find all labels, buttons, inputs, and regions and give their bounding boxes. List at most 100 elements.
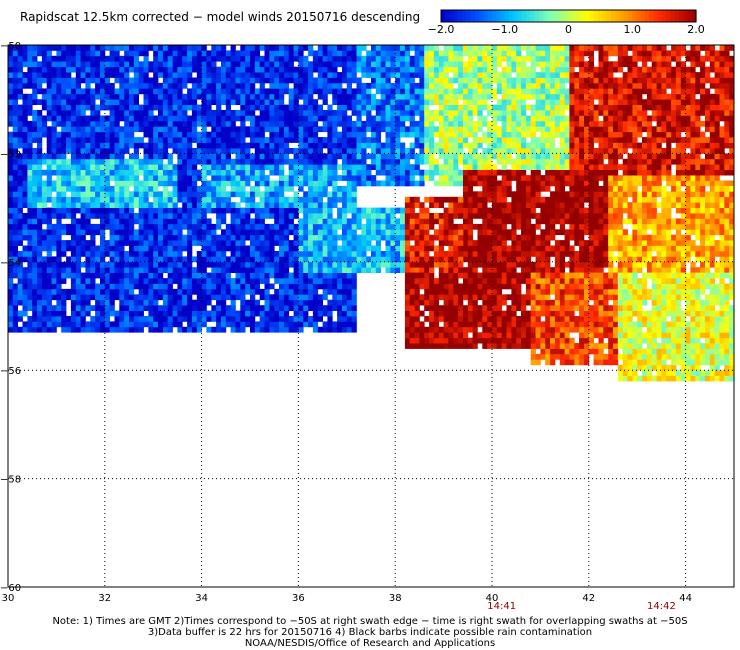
heatmap-cell — [90, 55, 96, 62]
heatmap-cell — [201, 185, 207, 192]
heatmap-cell — [608, 82, 614, 89]
heatmap-cell — [351, 77, 357, 84]
heatmap-cell — [259, 213, 265, 219]
heatmap-cell — [138, 316, 144, 322]
heatmap-cell — [167, 88, 173, 95]
heatmap-cell — [554, 82, 561, 89]
heatmap-cell — [225, 61, 231, 68]
heatmap-cell — [559, 55, 565, 62]
heatmap-cell — [327, 196, 333, 203]
heatmap-cell — [225, 120, 231, 127]
heatmap-cell — [187, 245, 193, 252]
heatmap-cell — [516, 120, 522, 127]
heatmap-cell — [312, 245, 319, 252]
heatmap-cell — [250, 164, 256, 170]
heatmap-cell — [492, 88, 498, 95]
heatmap-cell — [216, 261, 222, 268]
heatmap-cell — [516, 93, 522, 100]
heatmap-cell — [356, 131, 362, 138]
heatmap-cell — [400, 267, 406, 273]
heatmap-cell — [472, 137, 478, 143]
heatmap-cell — [492, 126, 498, 133]
heatmap-cell — [438, 153, 444, 160]
heatmap-cell — [80, 72, 86, 78]
heatmap-cell — [603, 72, 609, 78]
heatmap-cell — [390, 164, 396, 170]
heatmap-cell — [80, 229, 86, 236]
heatmap-cell — [153, 321, 159, 328]
heatmap-cell — [250, 326, 256, 333]
heatmap-cell — [100, 77, 106, 84]
heatmap-cell — [371, 66, 377, 73]
heatmap-cell — [46, 93, 52, 100]
heatmap-cell — [46, 158, 52, 165]
heatmap-cell — [264, 66, 270, 73]
heatmap-cell — [235, 180, 241, 187]
heatmap-cell — [80, 153, 86, 160]
heatmap-cell — [250, 99, 256, 105]
heatmap-cell — [308, 88, 314, 95]
heatmap-cell — [41, 213, 48, 219]
heatmap-cell — [458, 175, 464, 181]
heatmap-cell — [511, 77, 517, 84]
heatmap-cell — [250, 66, 256, 73]
heatmap-cell — [177, 229, 183, 236]
heatmap-cell — [283, 104, 290, 111]
heatmap-cell — [124, 82, 130, 89]
heatmap-cell — [221, 261, 227, 268]
heatmap-cell — [342, 137, 348, 143]
heatmap-cell — [317, 115, 323, 122]
heatmap-cell — [506, 131, 512, 138]
heatmap-cell — [187, 267, 193, 273]
heatmap-cell — [288, 321, 294, 328]
heatmap-cell — [477, 175, 483, 181]
heatmap-cell — [554, 126, 561, 133]
heatmap-cell — [298, 305, 304, 311]
heatmap-cell — [56, 82, 62, 89]
heatmap-cell — [61, 131, 67, 138]
heatmap-cell — [196, 251, 202, 257]
heatmap-cell — [438, 66, 444, 73]
heatmap-cell — [380, 234, 386, 241]
heatmap-cell — [351, 321, 357, 328]
heatmap-cell — [41, 234, 48, 241]
heatmap-cell — [351, 213, 357, 219]
heatmap-cell — [312, 305, 319, 311]
heatmap-cell — [274, 185, 280, 192]
heatmap-cell — [259, 126, 265, 133]
heatmap-cell — [143, 66, 149, 73]
heatmap-cell — [327, 213, 333, 219]
heatmap-cell — [433, 88, 440, 95]
heatmap-cell — [254, 185, 260, 192]
heatmap-cell — [264, 207, 270, 214]
heatmap-cell — [17, 120, 23, 127]
heatmap-cell — [100, 288, 106, 295]
heatmap-cell — [395, 126, 401, 133]
heatmap-cell — [158, 261, 164, 268]
heatmap-cell — [342, 223, 348, 230]
heatmap-cell — [433, 55, 440, 62]
heatmap-cell — [429, 153, 435, 160]
heatmap-cell — [303, 93, 309, 100]
heatmap-cell — [438, 77, 444, 84]
heatmap-cell — [196, 66, 202, 73]
heatmap-cell — [327, 326, 333, 333]
heatmap-cell — [70, 120, 77, 127]
heatmap-cell — [95, 299, 101, 306]
heatmap-cell — [259, 288, 265, 295]
heatmap-cell — [375, 142, 381, 149]
heatmap-cell — [404, 245, 411, 252]
heatmap-cell — [61, 142, 67, 149]
heatmap-cell — [530, 50, 536, 57]
heatmap-cell — [269, 283, 275, 290]
heatmap-cell — [240, 240, 246, 246]
heatmap-cell — [371, 82, 377, 89]
heatmap-cell — [293, 66, 299, 73]
heatmap-cell — [153, 169, 159, 176]
heatmap-cell — [61, 169, 67, 176]
heatmap-cell — [187, 229, 193, 236]
heatmap-cell — [245, 218, 251, 225]
heatmap-cell — [109, 191, 115, 198]
heatmap-cell — [385, 131, 391, 138]
heatmap-cell — [482, 72, 488, 78]
